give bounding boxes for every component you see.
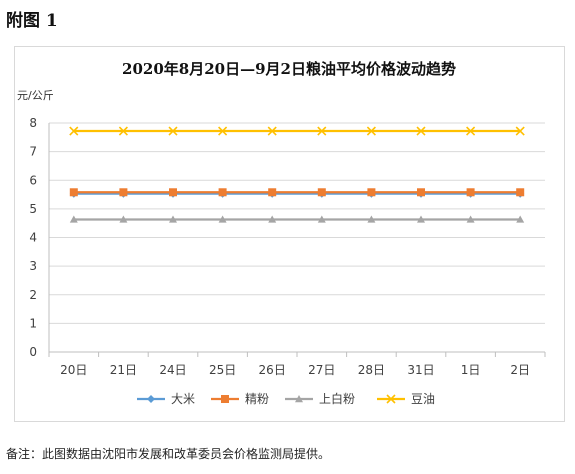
y-tick-label: 0	[29, 345, 37, 359]
data-point-marker	[169, 215, 177, 223]
marker-stroke	[386, 394, 396, 404]
page-heading: 附图 1	[6, 11, 58, 31]
marker-stroke	[118, 126, 128, 136]
x-tick-label: 25日	[209, 363, 236, 377]
y-tick-label: 7	[29, 145, 37, 159]
legend-label: 豆油	[411, 392, 435, 406]
marker-stroke	[317, 126, 327, 136]
data-point-marker	[317, 126, 327, 136]
data-point-marker	[69, 126, 79, 136]
marker-stroke	[515, 126, 525, 136]
line-chart: 2020年8月20日—9月2日粮油平均价格波动趋势 元/公斤 0 1 2 3 4 5 6 7 8…	[17, 60, 546, 406]
data-point-marker	[516, 215, 525, 223]
y-tick-label: 1	[29, 316, 37, 330]
x-tick-label: 2日	[510, 363, 530, 377]
x-tick-label: 27日	[308, 363, 335, 377]
data-point-marker	[516, 188, 525, 197]
data-point-marker	[366, 126, 376, 136]
y-tick-label: 2	[29, 288, 37, 302]
x-tick-label: 31日	[407, 363, 434, 377]
chart-frame: 2020年8月20日—9月2日粮油平均价格波动趋势 元/公斤 0 1 2 3 4 5 6 7 8…	[14, 46, 565, 422]
data-point-marker	[317, 215, 326, 223]
x-tick-label: 21日	[110, 363, 137, 377]
x-tick-label: 24日	[159, 363, 186, 377]
data-point-marker	[367, 215, 376, 223]
data-point-marker	[466, 126, 476, 136]
marker-stroke	[69, 126, 79, 136]
x-tick-label: 28日	[358, 363, 385, 377]
y-tick-label: 5	[29, 202, 37, 216]
data-point-marker	[417, 215, 425, 223]
data-point-marker	[147, 395, 155, 403]
footnote: 备注：此图数据由沈阳市发展和改革委员会价格监测局提供。	[6, 447, 331, 461]
data-point-marker	[268, 215, 277, 223]
series-精粉	[69, 188, 525, 197]
series-上白粉	[69, 215, 525, 223]
x-tick-label: 1日	[461, 363, 481, 377]
data-point-marker	[119, 188, 128, 197]
series-豆油	[69, 126, 525, 136]
marker-stroke	[218, 126, 228, 136]
marker-stroke	[416, 126, 426, 136]
y-tick-label: 3	[29, 259, 37, 273]
data-point-marker	[515, 126, 525, 136]
y-tick-label: 6	[29, 173, 37, 187]
legend-item: 精粉	[211, 392, 269, 406]
data-point-marker	[466, 188, 475, 197]
data-point-marker	[168, 126, 178, 136]
data-point-marker	[466, 215, 475, 223]
y-tick-label: 8	[29, 116, 37, 130]
marker-stroke	[466, 126, 476, 136]
series-大米	[69, 189, 525, 198]
data-point-marker	[367, 188, 376, 197]
y-tick-label: 4	[29, 231, 37, 245]
data-point-marker	[386, 394, 396, 404]
legend-item: 大米	[137, 392, 195, 406]
data-point-marker	[119, 215, 128, 223]
marker-stroke	[168, 126, 178, 136]
data-point-marker	[221, 395, 229, 403]
data-point-marker	[69, 188, 78, 197]
data-point-marker	[295, 395, 303, 403]
data-point-marker	[416, 126, 426, 136]
legend-label: 大米	[171, 392, 195, 406]
x-tick-label: 26日	[259, 363, 286, 377]
marker-stroke	[366, 126, 376, 136]
legend-label: 精粉	[245, 392, 269, 406]
marker-stroke	[267, 126, 277, 136]
y-axis-label: 元/公斤	[17, 89, 54, 102]
legend-label: 上白粉	[319, 391, 355, 406]
data-point-marker	[218, 126, 228, 136]
chart-title: 2020年8月20日—9月2日粮油平均价格波动趋势	[122, 60, 456, 78]
data-point-marker	[118, 126, 128, 136]
x-tick-label: 20日	[60, 363, 87, 377]
data-point-marker	[169, 188, 177, 197]
legend-item: 豆油	[377, 392, 435, 406]
data-point-marker	[218, 188, 227, 197]
data-point-marker	[69, 215, 78, 223]
legend-item: 上白粉	[285, 391, 355, 406]
data-point-marker	[218, 215, 227, 223]
data-point-marker	[317, 188, 326, 197]
data-point-marker	[268, 188, 277, 197]
data-point-marker	[267, 126, 277, 136]
data-point-marker	[417, 188, 425, 197]
